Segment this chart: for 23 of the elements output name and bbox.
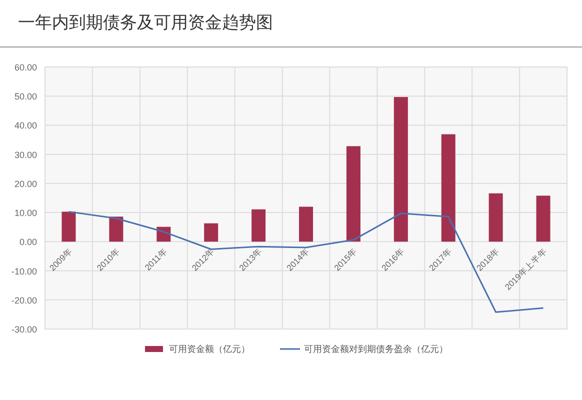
legend-label: 可用资金额对到期债务盈余（亿元） (304, 344, 448, 354)
y-tick-label: 40.00 (14, 120, 37, 131)
y-tick-label: -10.00 (11, 266, 37, 276)
bar (109, 216, 124, 242)
bar (346, 146, 360, 242)
y-tick-label: 60.00 (14, 62, 37, 72)
bar (488, 193, 503, 242)
bar (441, 134, 456, 242)
bar (394, 96, 408, 242)
legend-label: 可用资金额（亿元） (169, 344, 250, 354)
y-tick-label: 0.00 (19, 237, 37, 248)
y-tick-label: -30.00 (11, 324, 37, 334)
y-tick-label: 10.00 (14, 208, 37, 218)
title: 一年内到期债务及可用资金趋势图 (18, 13, 273, 32)
bar (204, 223, 218, 242)
y-tick-label: 30.00 (14, 150, 37, 160)
y-tick-label: 20.00 (14, 178, 37, 189)
bar (536, 196, 550, 242)
bar (252, 209, 266, 242)
y-tick-label: -20.00 (11, 295, 37, 306)
bar (299, 206, 313, 242)
bar (62, 212, 76, 242)
y-tick-label: 50.00 (14, 92, 37, 102)
